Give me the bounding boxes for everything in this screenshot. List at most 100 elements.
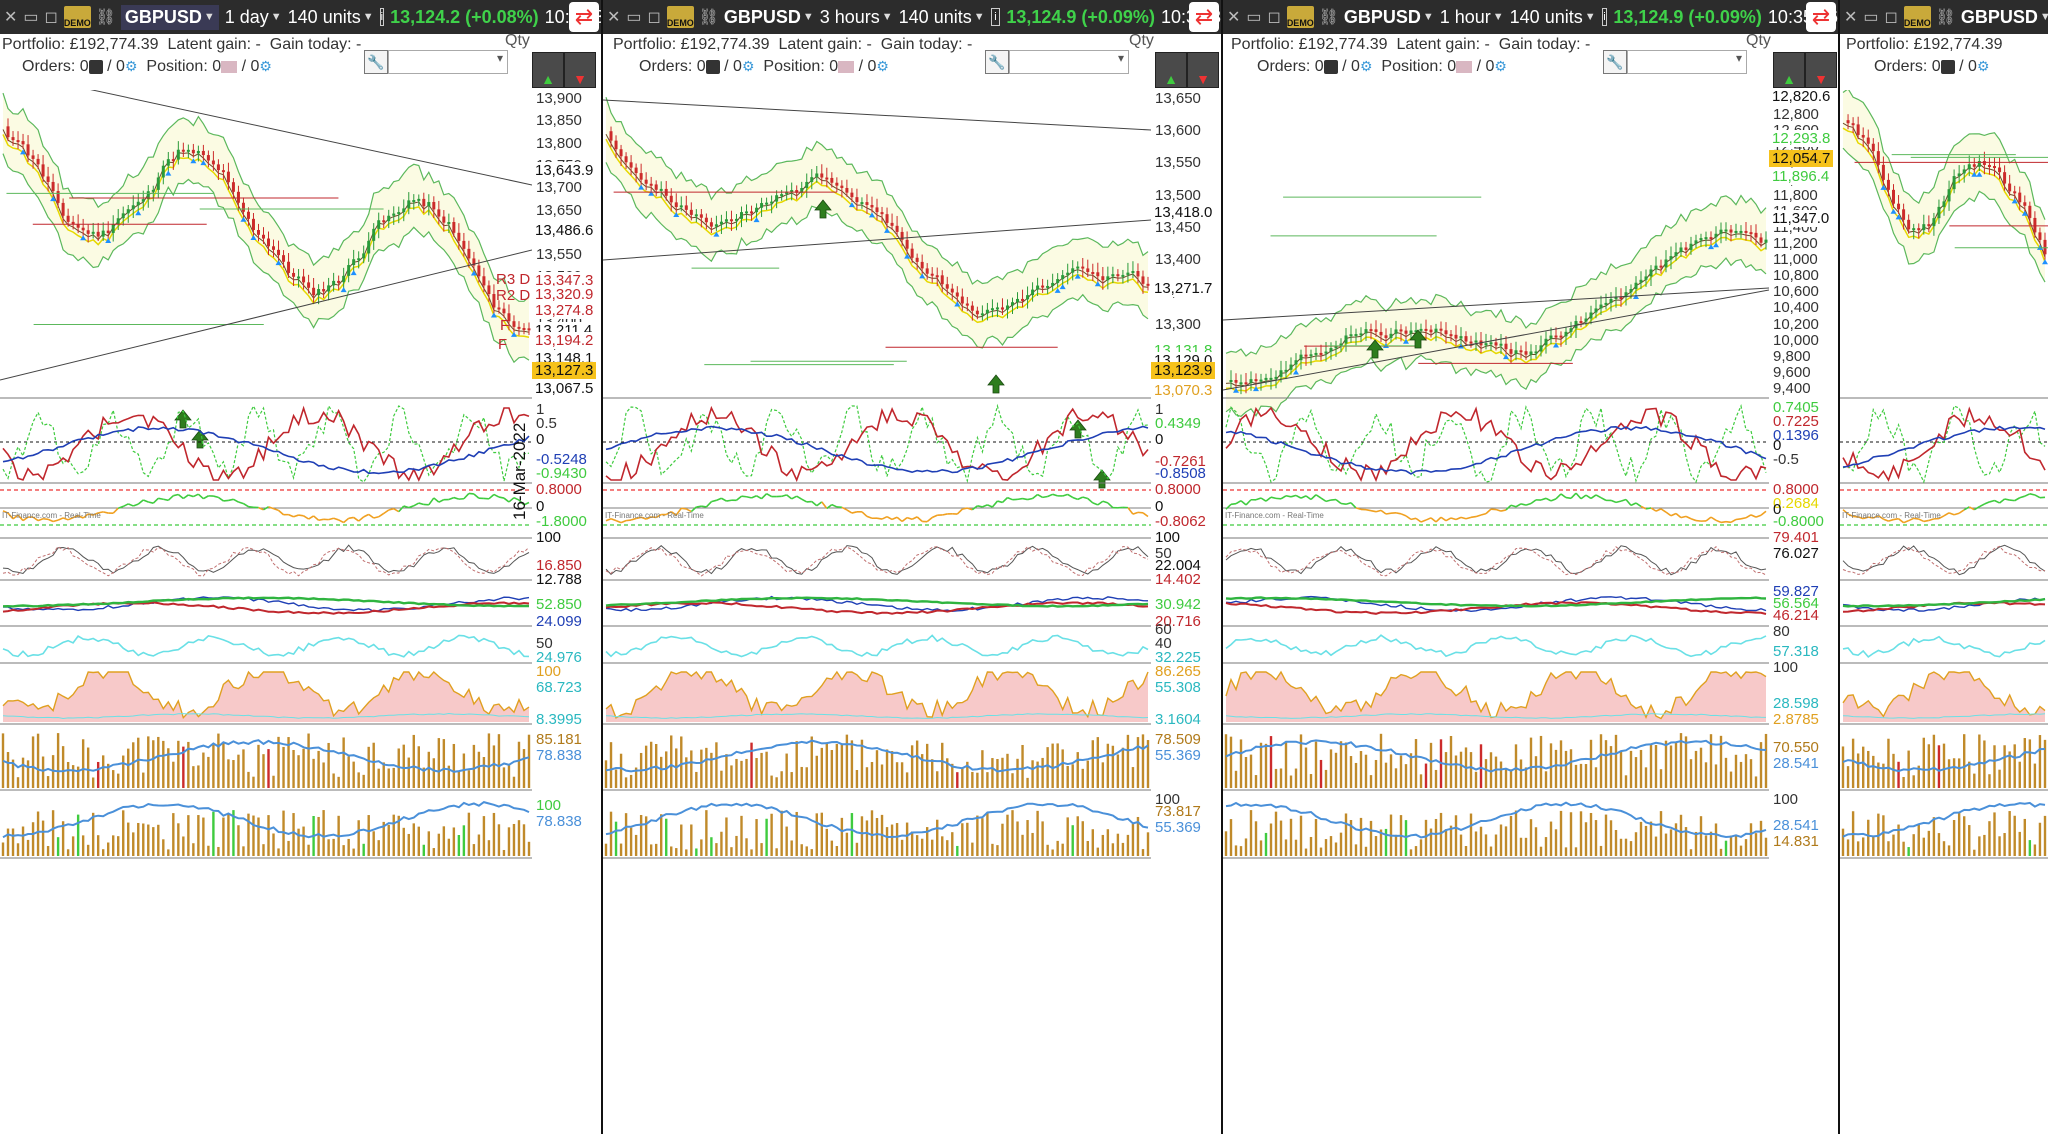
close-icon[interactable]: ✕ [1227, 9, 1241, 26]
price-axis[interactable]: 13,90013,85013,80013,75013,70013,65013,6… [532, 90, 601, 1134]
minimize-icon[interactable]: ▭ [1863, 9, 1879, 26]
volume-bar [26, 839, 30, 856]
wrench-icon[interactable]: 🔧 [364, 50, 388, 74]
volume-bar [665, 818, 668, 856]
gear-icon[interactable]: ⚙ [1359, 58, 1373, 74]
volume-bar [835, 743, 839, 788]
close-icon[interactable]: ✕ [607, 9, 621, 26]
volume-bar [1284, 839, 1288, 856]
swap-icon[interactable]: ⇄ [1189, 2, 1219, 32]
sell-button[interactable]: ▼ [1187, 52, 1219, 88]
volume-bar [936, 771, 939, 788]
price-axis[interactable]: 13,650 13,600 13,550 13,500 13,450 13,400 13,3… [1151, 90, 1221, 1134]
signal-triangle [1971, 171, 1978, 177]
wrench-icon[interactable]: 🔧 [1603, 50, 1627, 74]
momentum-line [1625, 499, 1632, 506]
volume-bar [46, 776, 50, 788]
momentum-line [328, 517, 334, 521]
momentum-line [2019, 495, 2026, 499]
volume-average [1225, 739, 1767, 773]
price-tick-label: 13,800 [536, 134, 582, 152]
candle-body [2028, 205, 2032, 218]
link-icon[interactable]: ⛓ [1935, 9, 1956, 26]
volume-bar [1359, 817, 1363, 856]
volume-bar [1096, 847, 1100, 856]
close-icon[interactable]: ✕ [1844, 9, 1858, 26]
momentum-line [1903, 519, 1909, 524]
units-dropdown[interactable]: 140 units ▼ [898, 6, 985, 27]
minimize-icon[interactable]: ▭ [626, 9, 642, 26]
minimize-icon[interactable]: ▭ [23, 9, 39, 26]
price-level-tag: 13,127.3 [532, 362, 597, 379]
info-icon[interactable]: i [1601, 8, 1608, 26]
volume-bar [815, 813, 818, 856]
sell-button[interactable]: ▼ [1805, 52, 1837, 88]
volume-bar [172, 813, 175, 856]
gear-icon[interactable]: ⚙ [741, 58, 755, 74]
price-chart[interactable] [603, 90, 1151, 1134]
window-icon[interactable]: ◻ [647, 9, 661, 26]
minimize-icon[interactable]: ▭ [1246, 9, 1262, 26]
indicator-value-label: 0 [1773, 437, 1782, 454]
qty-input[interactable]: ▾ [1627, 50, 1747, 74]
swap-icon[interactable]: ⇄ [569, 2, 599, 32]
gear-icon[interactable]: ⚙ [124, 58, 138, 74]
qty-input[interactable]: ▾ [1009, 50, 1129, 74]
timeframe-dropdown[interactable]: 1 hour ▼ [1439, 6, 1504, 27]
indicator-value-label: 76.027 [1773, 545, 1819, 562]
sell-button[interactable]: ▼ [564, 52, 596, 88]
swap-icon[interactable]: ⇄ [1806, 2, 1836, 32]
units-dropdown[interactable]: 140 units ▼ [1509, 6, 1596, 27]
volume-bar [1978, 734, 1981, 788]
signal-triangle [1253, 386, 1259, 392]
volume-bar [830, 840, 834, 856]
buy-button[interactable]: ▲ [1773, 52, 1805, 88]
moving-average-yellow [2, 134, 530, 338]
signal-arrow-icon [814, 199, 832, 219]
info-icon[interactable]: i [990, 8, 1001, 26]
wrench-icon[interactable]: 🔧 [985, 50, 1009, 74]
symbol-dropdown[interactable]: GBPUSD ▼ [120, 4, 219, 30]
price-chart[interactable] [1840, 90, 2048, 1134]
gear-icon[interactable]: ⚙ [1494, 58, 1507, 74]
link-icon[interactable]: ⛓ [698, 9, 719, 26]
link-icon[interactable]: ⛓ [1318, 9, 1339, 26]
timeframe-dropdown[interactable]: 3 hours ▼ [819, 6, 893, 27]
volume-bar [910, 745, 914, 788]
volume-bar [2038, 735, 2042, 788]
candle-body [1414, 330, 1418, 333]
candle-body [26, 144, 30, 156]
volume-bar [885, 749, 889, 788]
volume-bar [86, 844, 90, 856]
gear-icon[interactable]: ⚙ [1976, 58, 1990, 74]
candle-body [1005, 305, 1009, 310]
symbol-dropdown[interactable]: GBPUSD ▼ [1961, 7, 2048, 28]
price-chart[interactable] [0, 90, 532, 1134]
timeframe-dropdown[interactable]: 1 day ▼ [224, 6, 282, 27]
volume-bar [1131, 823, 1135, 856]
buy-button[interactable]: ▲ [532, 52, 564, 88]
momentum-line [620, 519, 627, 524]
close-icon[interactable]: ✕ [4, 9, 18, 26]
units-dropdown[interactable]: 140 units ▼ [287, 6, 374, 27]
volume-bar [1952, 758, 1956, 788]
symbol-dropdown[interactable]: GBPUSD ▼ [1343, 6, 1434, 27]
window-icon[interactable]: ◻ [44, 9, 58, 26]
qty-input[interactable]: ▾ [388, 50, 508, 74]
signal-triangle [190, 158, 197, 164]
momentum-line [971, 505, 978, 511]
symbol-dropdown[interactable]: GBPUSD ▼ [723, 6, 814, 27]
candle-body [211, 160, 215, 165]
signal-arrow-icon [987, 374, 1005, 394]
buy-button[interactable]: ▲ [1155, 52, 1187, 88]
gear-icon[interactable]: ⚙ [259, 58, 272, 74]
window-icon[interactable]: ◻ [1267, 9, 1281, 26]
gear-icon[interactable]: ⚙ [876, 58, 889, 74]
price-axis[interactable]: 13,00012,80012,60012,40012,20012,00011,8… [1769, 88, 1838, 1134]
link-icon[interactable]: ⛓ [95, 9, 116, 26]
volume-bar [1269, 823, 1273, 856]
window-icon[interactable]: ◻ [1884, 9, 1898, 26]
info-icon[interactable]: i [379, 8, 385, 26]
momentum-line [881, 515, 888, 520]
price-chart[interactable] [1223, 90, 1769, 1134]
